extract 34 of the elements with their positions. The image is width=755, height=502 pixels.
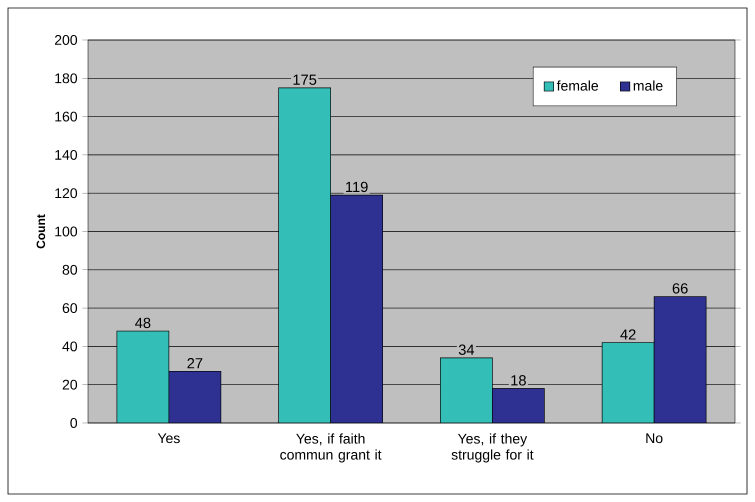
y-tick-label: 60 bbox=[62, 303, 78, 314]
data-label: 175 bbox=[294, 74, 316, 85]
y-tick-label: 100 bbox=[55, 226, 78, 236]
y-tick-label: 40 bbox=[62, 341, 78, 352]
bar bbox=[278, 88, 331, 423]
data-label: 66 bbox=[672, 283, 688, 294]
data-label: 119 bbox=[346, 182, 368, 192]
legend-label: female bbox=[556, 80, 598, 91]
x-tick-label: Yes bbox=[158, 433, 180, 444]
x-tick-label: Yes, if they struggle for it bbox=[452, 433, 534, 462]
y-tick-label: 0 bbox=[70, 418, 78, 428]
bar bbox=[440, 358, 493, 423]
bar bbox=[116, 330, 170, 423]
data-label: 42 bbox=[620, 329, 636, 340]
legend-label: male bbox=[634, 80, 663, 91]
y-tick-label: 160 bbox=[55, 112, 78, 122]
data-label: 34 bbox=[458, 344, 474, 355]
y-tick-label: 120 bbox=[55, 188, 78, 198]
y-tick-label: 80 bbox=[62, 264, 78, 275]
bar bbox=[654, 296, 706, 423]
x-tick-label: No bbox=[646, 433, 662, 444]
bar bbox=[330, 194, 383, 423]
y-tick-label: 20 bbox=[62, 380, 78, 390]
data-label: 27 bbox=[187, 358, 202, 368]
x-tick-label: Yes, if faith commun grant it bbox=[280, 433, 382, 462]
data-label: 18 bbox=[511, 375, 526, 386]
y-tick-label: 200 bbox=[54, 35, 78, 45]
bar bbox=[602, 342, 654, 423]
y-axis-title: Count bbox=[36, 214, 46, 248]
bar bbox=[492, 388, 545, 423]
data-label: 48 bbox=[135, 318, 150, 328]
bar bbox=[168, 370, 222, 423]
y-tick-label: 180 bbox=[55, 73, 78, 84]
y-tick-label: 140 bbox=[55, 150, 78, 160]
